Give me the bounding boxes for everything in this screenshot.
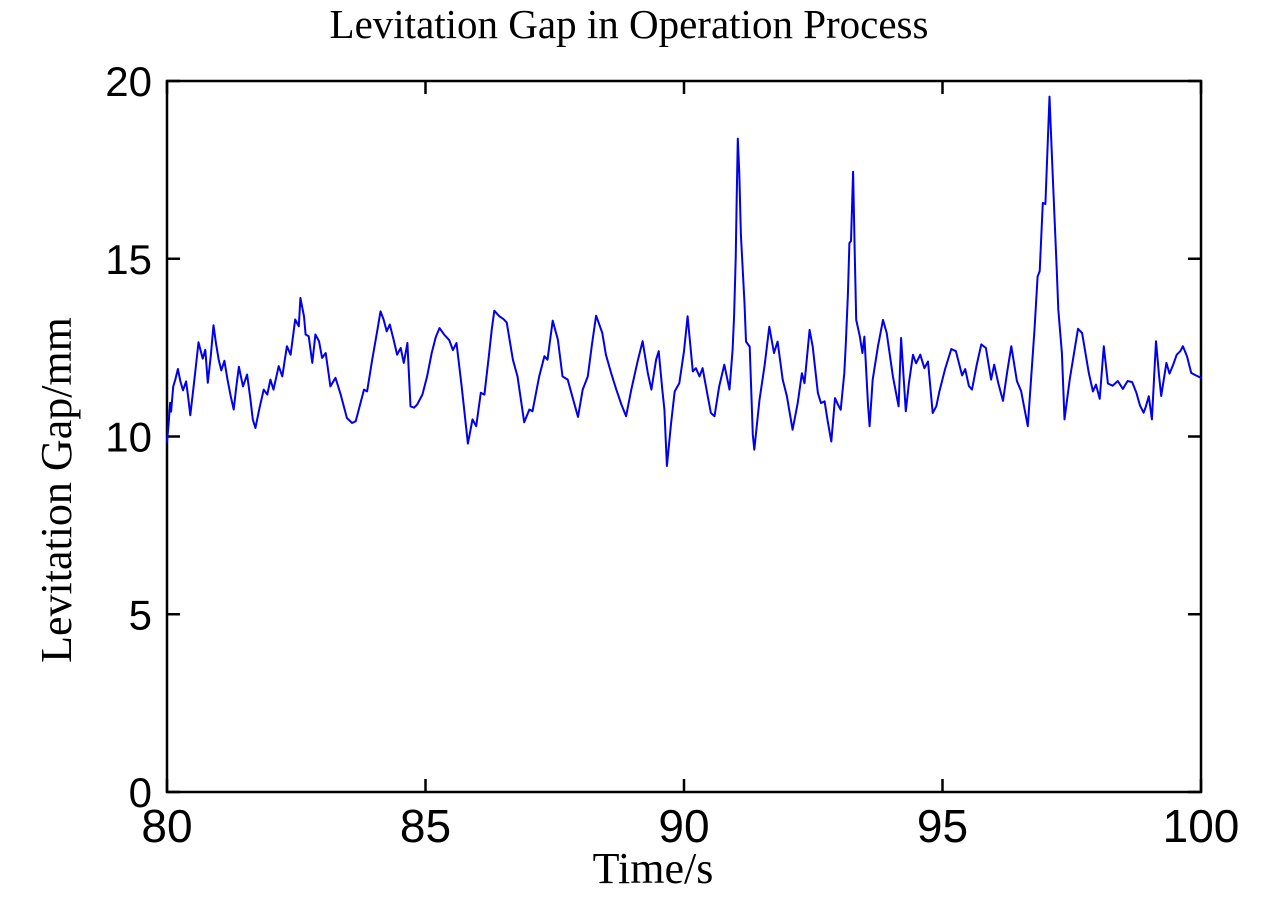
x-axis-label: Time/s bbox=[592, 844, 714, 893]
y-tick-label: 10 bbox=[105, 414, 152, 461]
x-tick-label: 95 bbox=[917, 800, 968, 852]
chart-title: Levitation Gap in Operation Process bbox=[329, 1, 929, 47]
x-tick-label: 100 bbox=[1163, 800, 1240, 852]
x-tick-label: 85 bbox=[400, 800, 451, 852]
y-tick-label: 20 bbox=[105, 58, 152, 105]
y-tick-label: 15 bbox=[105, 236, 152, 283]
x-tick-label: 80 bbox=[141, 800, 192, 852]
y-tick-label: 0 bbox=[129, 769, 152, 816]
x-tick-label: 90 bbox=[658, 800, 709, 852]
series-line-levitation-gap bbox=[166, 95, 1202, 467]
y-tick-label: 5 bbox=[129, 591, 152, 638]
